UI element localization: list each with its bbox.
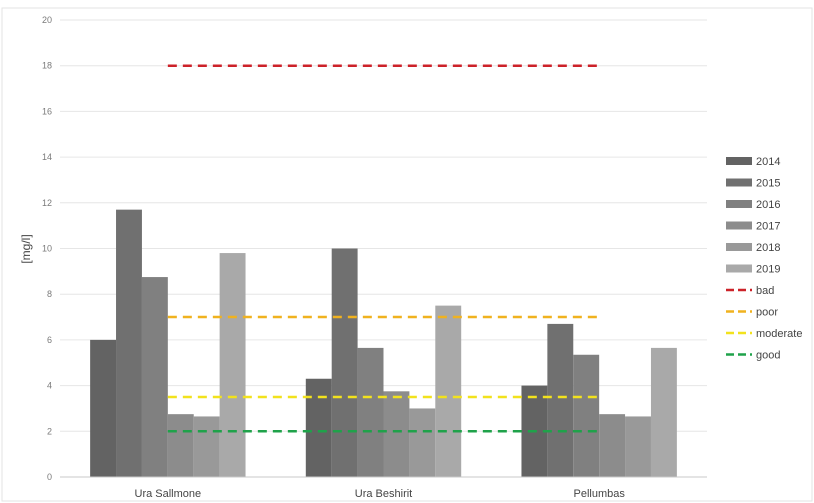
bar-2016 bbox=[357, 347, 384, 477]
x-tick-label: Ura Sallmone bbox=[135, 488, 202, 500]
bar-2018 bbox=[409, 408, 436, 477]
y-tick-label: 4 bbox=[47, 381, 52, 391]
legend-swatch-2015 bbox=[726, 178, 752, 187]
bar-2018 bbox=[193, 416, 220, 477]
bar-2017 bbox=[383, 391, 410, 477]
x-tick-label: Pellumbas bbox=[573, 488, 625, 500]
bar-2015 bbox=[331, 248, 358, 477]
y-tick-label: 18 bbox=[42, 61, 52, 71]
legend-swatch-2019 bbox=[726, 264, 752, 273]
x-axis-ticks: Ura Sallmone Ura Beshirit Pellumbas bbox=[135, 488, 626, 500]
legend: 2014 2015 2016 2017 2018 2019 bad poor moderate g… bbox=[726, 156, 802, 362]
y-tick-label: 0 bbox=[47, 472, 52, 482]
bar-2016 bbox=[141, 277, 168, 477]
y-tick-label: 20 bbox=[42, 15, 52, 25]
y-axis-ticks: 0 2 4 6 8 10 12 14 16 18 20 bbox=[42, 15, 52, 482]
y-tick-label: 16 bbox=[42, 106, 52, 116]
y-tick-label: 12 bbox=[42, 198, 52, 208]
bar-2018 bbox=[625, 416, 651, 477]
legend-label: 2017 bbox=[756, 221, 780, 233]
bar-2017 bbox=[599, 414, 626, 477]
bar-2015 bbox=[116, 209, 142, 477]
bar-2019 bbox=[219, 253, 246, 477]
legend-label: 2015 bbox=[756, 178, 780, 190]
legend-label: 2014 bbox=[756, 156, 780, 168]
y-tick-label: 14 bbox=[42, 152, 52, 162]
legend-label: moderate bbox=[756, 328, 802, 340]
legend-label: 2018 bbox=[756, 242, 780, 254]
legend-swatch-2018 bbox=[726, 243, 752, 251]
bar-2019 bbox=[435, 305, 462, 477]
y-tick-label: 10 bbox=[42, 244, 52, 254]
x-tick-label: Ura Beshirit bbox=[355, 488, 412, 500]
bar-2017 bbox=[167, 414, 194, 477]
y-axis-label: [mg/l] bbox=[19, 234, 33, 263]
bar-2014 bbox=[90, 339, 117, 477]
legend-label: 2019 bbox=[756, 264, 780, 276]
legend-label: 2016 bbox=[756, 199, 780, 211]
legend-label: bad bbox=[756, 285, 774, 297]
y-tick-label: 2 bbox=[47, 426, 52, 436]
bar-2015 bbox=[547, 323, 574, 477]
legend-swatch-2014 bbox=[726, 157, 752, 165]
legend-swatch-2017 bbox=[726, 221, 752, 230]
y-tick-label: 8 bbox=[47, 289, 52, 299]
bar-2019 bbox=[650, 347, 677, 477]
threshold-lines bbox=[167, 64, 600, 433]
bar-2016 bbox=[573, 354, 600, 477]
bar-2014 bbox=[305, 378, 332, 477]
legend-swatch-2016 bbox=[726, 200, 752, 208]
y-tick-label: 6 bbox=[47, 335, 52, 345]
bars bbox=[90, 209, 677, 477]
legend-label: poor bbox=[756, 307, 778, 319]
legend-label: good bbox=[756, 350, 780, 362]
